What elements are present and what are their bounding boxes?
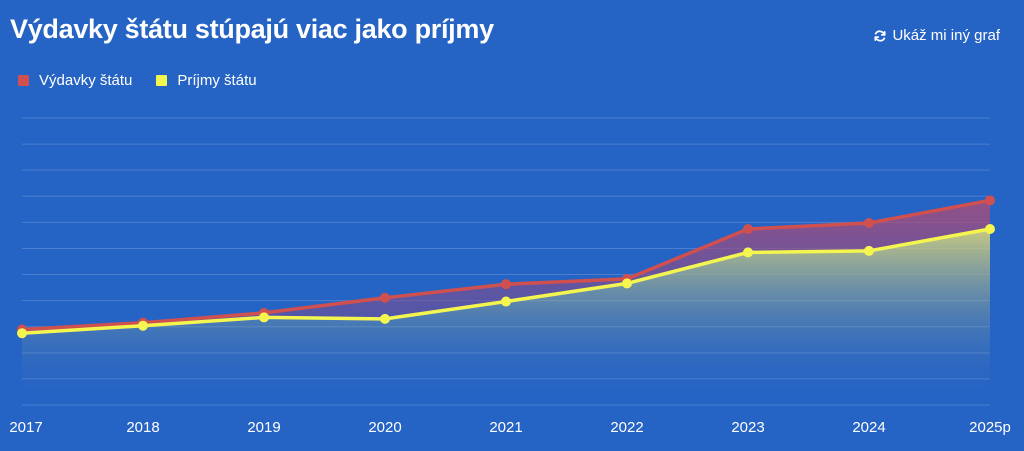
revenues-point-2023 (743, 247, 753, 258)
legend-label-expenses: Výdavky štátu (39, 72, 133, 89)
revenues-point-2025p (985, 224, 995, 235)
x-tick-label-2017: 2017 (9, 419, 42, 436)
refresh-icon (873, 29, 887, 43)
revenues-area (22, 229, 990, 405)
revenues-point-2019 (259, 312, 269, 323)
chart-title: Výdavky štátu stúpajú viac jako príjmy (10, 14, 494, 44)
legend-item-revenues[interactable]: Príjmy štátu (156, 72, 257, 89)
legend-swatch-expenses (18, 75, 29, 86)
legend-label-revenues: Príjmy štátu (177, 72, 257, 89)
legend-item-expenses[interactable]: Výdavky štátu (18, 72, 132, 89)
revenues-point-2017 (17, 328, 27, 339)
x-tick-label-2024: 2024 (852, 419, 885, 436)
expenses-point-2023 (743, 224, 753, 235)
revenues-point-2024 (864, 245, 874, 256)
expenses-point-2025p (985, 195, 995, 206)
expenses-point-2020 (380, 292, 390, 303)
expenses-point-2021 (501, 279, 511, 290)
x-tick-label-2020: 2020 (368, 419, 401, 436)
revenues-point-2018 (138, 320, 148, 331)
revenues-point-2020 (380, 313, 390, 324)
revenues-point-2021 (501, 296, 511, 307)
legend: Výdavky štátu Príjmy štátu (18, 72, 281, 89)
x-tick-label-2025p: 2025p (969, 419, 1011, 436)
show-another-chart-label: Ukáž mi iný graf (892, 27, 1000, 44)
expenses-point-2024 (864, 217, 874, 228)
revenues-point-2022 (622, 278, 632, 289)
x-tick-label-2021: 2021 (489, 419, 522, 436)
show-another-chart-button[interactable]: Ukáž mi iný graf (873, 27, 1000, 44)
x-tick-label-2018: 2018 (126, 419, 159, 436)
x-tick-label-2019: 2019 (247, 419, 280, 436)
x-tick-label-2022: 2022 (610, 419, 643, 436)
x-tick-label-2023: 2023 (731, 419, 764, 436)
legend-swatch-revenues (156, 75, 168, 86)
